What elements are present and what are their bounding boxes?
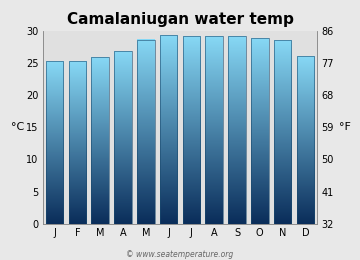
Bar xyxy=(114,51,132,224)
Title: Camalaniugan water temp: Camalaniugan water temp xyxy=(67,12,293,27)
Bar xyxy=(68,61,86,224)
Y-axis label: °C: °C xyxy=(11,122,24,132)
Bar xyxy=(297,56,314,224)
Bar xyxy=(137,40,155,224)
Bar xyxy=(205,36,223,224)
Bar xyxy=(160,35,177,224)
Text: © www.seatemperature.org: © www.seatemperature.org xyxy=(126,250,234,259)
Y-axis label: °F: °F xyxy=(339,122,351,132)
Bar xyxy=(228,36,246,224)
Bar xyxy=(251,38,269,224)
Bar xyxy=(274,40,292,224)
Bar xyxy=(183,36,200,224)
Bar xyxy=(91,57,109,224)
Bar xyxy=(46,61,63,224)
